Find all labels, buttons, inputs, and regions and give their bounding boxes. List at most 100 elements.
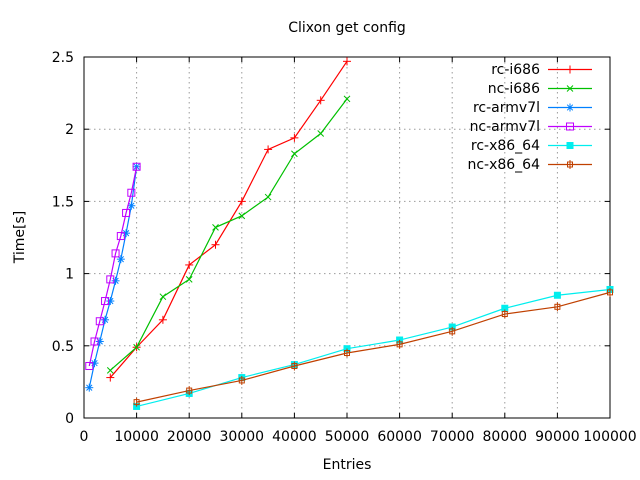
marker-asterisk <box>106 297 115 306</box>
legend-item-nc-armv7l: nc-armv7l <box>467 117 593 136</box>
legend-item-nc-i686: nc-i686 <box>467 79 593 98</box>
marker-cross <box>106 366 114 374</box>
y-tick-label: 0 <box>65 411 74 427</box>
marker-open-square-vline <box>396 339 403 349</box>
x-tick-label: 10000 <box>114 429 159 445</box>
marker-cross <box>264 193 272 201</box>
marker-open-square <box>127 188 136 197</box>
legend: rc-i686 nc-i686 rc-armv7l nc-armv7l rc-x86_6… <box>467 60 593 174</box>
legend-label: nc-x86_64 <box>467 156 540 173</box>
marker-open-square-vline <box>186 386 193 396</box>
series-nc-i686 <box>106 95 351 374</box>
tick-labels: 0 10000 20000 30000 40000 50000 60000 70000 8000… <box>52 50 637 445</box>
marker-asterisk <box>116 255 125 264</box>
marker-asterisk <box>101 315 110 324</box>
marker-open-square-vline <box>607 287 613 297</box>
legend-label: rc-i686 <box>491 61 540 78</box>
marker-asterisk <box>90 359 99 368</box>
marker-open-square <box>116 232 125 241</box>
marker-asterisk <box>566 103 574 112</box>
marker-open-square-vline <box>501 309 508 319</box>
marker-open-square-vline <box>554 302 561 312</box>
marker-open-square <box>101 297 110 306</box>
marker-open-square <box>90 337 99 346</box>
marker-cross <box>133 343 140 351</box>
marker-cross <box>291 150 298 158</box>
marker-cross <box>159 293 167 301</box>
x-tick-label: 90000 <box>535 429 580 445</box>
marker-open-square <box>95 317 104 326</box>
marker-plus <box>316 96 325 105</box>
marker-plus <box>290 133 299 142</box>
series-rc-i686 <box>106 57 351 382</box>
marker-cross <box>185 276 193 283</box>
x-tick-label: 60000 <box>377 429 422 445</box>
series-rc-x86_64 <box>133 285 614 410</box>
series-nc-armv7l <box>85 162 141 371</box>
legend-sample-nc-armv7l <box>548 122 592 131</box>
marker-open-square-vline <box>133 397 140 407</box>
x-tick-label: 80000 <box>483 429 528 445</box>
marker-open-square <box>106 275 115 284</box>
x-tick-label: 40000 <box>272 429 317 445</box>
chart-title: Clixon get config <box>288 20 406 36</box>
marker-cross <box>343 95 351 103</box>
legend-sample-rc-i686 <box>548 65 592 74</box>
marker-cross <box>566 85 574 92</box>
legend-sample-nc-i686 <box>548 85 592 92</box>
marker-plus <box>237 197 246 206</box>
x-axis-title: Entries <box>322 457 372 473</box>
y-tick-label: 1.5 <box>52 194 74 210</box>
x-tick-label: 70000 <box>430 429 475 445</box>
marker-plus <box>264 145 273 154</box>
gridlines <box>84 57 610 418</box>
marker-asterisk <box>85 383 94 392</box>
marker-cross <box>212 224 219 231</box>
series-nc-x86_64 <box>133 287 613 407</box>
x-tick-label: 50000 <box>325 429 370 445</box>
marker-filled-square <box>566 142 574 149</box>
marker-asterisk <box>111 276 120 285</box>
legend-item-nc-x86_64: nc-x86_64 <box>467 155 593 174</box>
marker-asterisk <box>122 229 131 238</box>
marker-plus <box>566 65 574 74</box>
legend-label: rc-armv7l <box>472 99 540 116</box>
marker-plus <box>343 57 351 66</box>
y-tick-label: 0.5 <box>52 339 74 355</box>
y-tick-label: 2.5 <box>52 50 74 66</box>
legend-item-rc-x86_64: rc-x86_64 <box>467 136 593 155</box>
marker-plus <box>185 260 194 269</box>
marker-filled-square <box>553 291 561 299</box>
marker-open-square-vline <box>449 326 456 336</box>
marker-open-square-vline <box>344 348 350 358</box>
x-tick-label: 20000 <box>167 429 212 445</box>
series-rc-armv7l <box>85 162 141 392</box>
marker-open-square <box>111 249 120 258</box>
marker-open-square <box>122 208 131 217</box>
axes-border <box>83 56 611 419</box>
legend-item-rc-armv7l: rc-armv7l <box>467 98 593 117</box>
marker-open-square-vline <box>567 160 573 169</box>
legend-sample-nc-x86_64 <box>548 160 592 169</box>
legend-label: nc-i686 <box>487 80 540 97</box>
x-tick-label: 30000 <box>220 429 265 445</box>
y-tick-label: 1 <box>65 267 74 283</box>
x-tick-label: 100000 <box>583 429 636 445</box>
y-tick-label: 2 <box>65 122 74 138</box>
marker-open-square-vline <box>291 361 298 371</box>
marker-asterisk <box>127 201 136 210</box>
marker-plus <box>211 240 220 249</box>
marker-cross <box>238 212 246 220</box>
marker-open-square <box>132 162 141 171</box>
marker-plus <box>158 315 167 324</box>
legend-sample-rc-x86_64 <box>548 142 592 149</box>
legend-label: nc-armv7l <box>469 118 540 135</box>
legend-label: rc-x86_64 <box>470 137 540 154</box>
marker-cross <box>317 130 325 137</box>
marker-open-square <box>566 122 574 131</box>
legend-sample-rc-armv7l <box>548 103 592 112</box>
legend-item-rc-i686: rc-i686 <box>467 60 593 79</box>
marker-open-square <box>85 362 94 371</box>
